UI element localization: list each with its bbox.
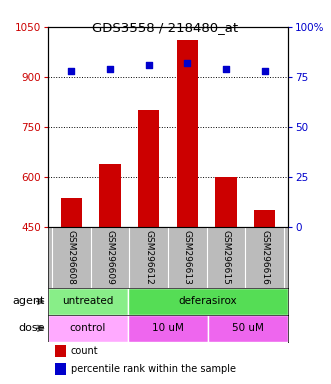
Text: GSM296609: GSM296609 <box>106 230 115 285</box>
Point <box>223 66 229 72</box>
Text: GSM296615: GSM296615 <box>221 230 230 285</box>
Text: 50 uM: 50 uM <box>232 323 264 333</box>
Point <box>107 66 113 72</box>
Point <box>69 68 74 74</box>
Bar <box>48 315 128 342</box>
Text: count: count <box>71 346 98 356</box>
Bar <box>128 288 288 315</box>
Text: dose: dose <box>18 323 45 333</box>
Bar <box>61 198 82 376</box>
Text: GSM296613: GSM296613 <box>183 230 192 285</box>
Point <box>262 68 267 74</box>
Bar <box>55 345 66 356</box>
Text: GSM296616: GSM296616 <box>260 230 269 285</box>
Text: GDS3558 / 218480_at: GDS3558 / 218480_at <box>92 21 239 34</box>
Bar <box>128 315 208 342</box>
Bar <box>177 40 198 376</box>
Point <box>146 62 151 68</box>
Bar <box>254 210 275 376</box>
Text: GSM296608: GSM296608 <box>67 230 76 285</box>
Bar <box>48 288 128 315</box>
Bar <box>208 315 288 342</box>
Point <box>185 60 190 66</box>
Text: 10 uM: 10 uM <box>152 323 184 333</box>
Bar <box>215 177 237 376</box>
Bar <box>55 363 66 375</box>
Text: control: control <box>70 323 106 333</box>
Bar <box>99 164 120 376</box>
Text: GSM296612: GSM296612 <box>144 230 153 285</box>
Bar <box>138 110 159 376</box>
Text: deferasirox: deferasirox <box>179 296 237 306</box>
Text: untreated: untreated <box>62 296 114 306</box>
Text: agent: agent <box>12 296 45 306</box>
Text: percentile rank within the sample: percentile rank within the sample <box>71 364 236 374</box>
